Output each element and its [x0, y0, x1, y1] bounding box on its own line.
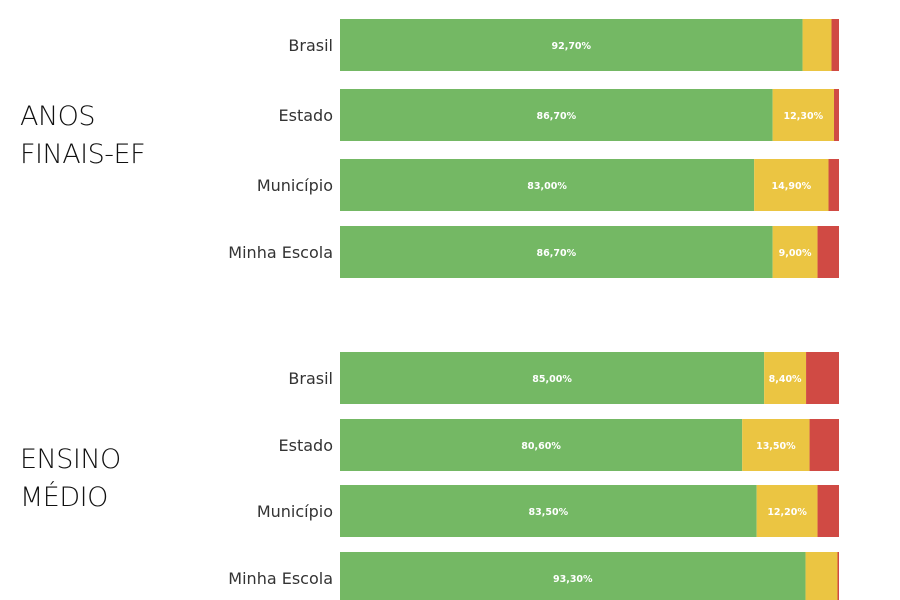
- data-label: 14,90%: [772, 181, 812, 192]
- bar-segment: [742, 419, 810, 471]
- bar-segment: [340, 89, 773, 141]
- bar-segment: [828, 159, 839, 211]
- category-label: Estado: [279, 436, 333, 455]
- category-label: Estado: [279, 106, 333, 125]
- bar-segment: [772, 89, 835, 141]
- data-label: 92,70%: [551, 41, 591, 52]
- data-label: 83,00%: [527, 181, 567, 192]
- bar-segment: [340, 226, 773, 278]
- group-title-line: MÉDIO: [20, 482, 108, 513]
- data-label: 9,00%: [779, 248, 812, 259]
- group-title-anos-finais: ANOS FINAIS-EF: [20, 98, 146, 174]
- bar-segment: [754, 159, 829, 211]
- bar-segment: [817, 226, 839, 278]
- bar-segment: [340, 552, 806, 600]
- bar-segment: [809, 419, 839, 471]
- data-label: 12,20%: [767, 507, 807, 518]
- bar-segment: [834, 89, 839, 141]
- bar-segment: [340, 419, 743, 471]
- category-label: Município: [257, 176, 333, 195]
- category-label: Minha Escola: [228, 569, 333, 588]
- data-label: 83,50%: [529, 507, 569, 518]
- bar-segment: [340, 159, 755, 211]
- group-title-line: FINAIS-EF: [20, 139, 146, 170]
- data-label: 93,30%: [553, 574, 593, 585]
- bar-segment: [837, 552, 839, 600]
- data-label: 12,30%: [784, 111, 824, 122]
- bar-segment: [805, 552, 838, 600]
- bar-segment: [764, 352, 807, 404]
- data-label: 86,70%: [537, 248, 577, 259]
- bar-segment: [340, 19, 803, 71]
- bar-segment: [806, 352, 839, 404]
- data-label: 80,60%: [521, 441, 561, 452]
- category-label: Minha Escola: [228, 243, 333, 262]
- category-label: Brasil: [288, 36, 333, 55]
- bar-segment: [340, 485, 757, 537]
- bar-segment: [772, 226, 818, 278]
- category-label: Município: [257, 502, 333, 521]
- data-label: 85,00%: [532, 374, 572, 385]
- category-label: Brasil: [288, 369, 333, 388]
- data-label: 8,40%: [769, 374, 802, 385]
- bar-segment: [831, 19, 839, 71]
- group-title-line: ANOS: [20, 101, 96, 132]
- data-label: 86,70%: [537, 111, 577, 122]
- group-title-ensino-medio: ENSINO MÉDIO: [20, 441, 121, 517]
- bar-segment: [802, 19, 832, 71]
- bar-segment: [756, 485, 818, 537]
- group-title-line: ENSINO: [20, 444, 121, 475]
- bar-segment: [340, 352, 765, 404]
- data-label: 13,50%: [756, 441, 796, 452]
- bar-segment: [817, 485, 839, 537]
